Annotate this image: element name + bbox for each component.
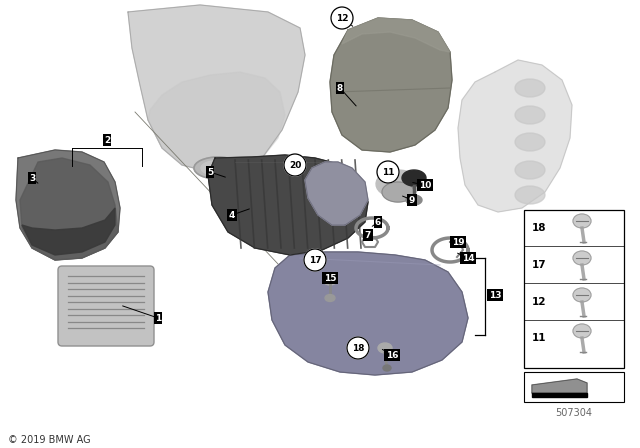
Polygon shape [16, 150, 120, 260]
Polygon shape [532, 379, 587, 393]
Text: 12: 12 [532, 297, 547, 307]
Bar [524, 372, 624, 402]
Ellipse shape [325, 294, 335, 302]
Text: 18: 18 [352, 344, 364, 353]
Ellipse shape [515, 161, 545, 179]
Text: 507304: 507304 [556, 408, 593, 418]
Ellipse shape [201, 160, 235, 176]
Text: 6: 6 [375, 217, 381, 227]
Ellipse shape [573, 251, 591, 265]
Text: 14: 14 [461, 254, 474, 263]
Text: 11: 11 [381, 168, 394, 177]
Polygon shape [458, 60, 572, 212]
Polygon shape [382, 182, 414, 202]
Bar [524, 210, 624, 368]
Text: 1: 1 [155, 314, 161, 323]
Ellipse shape [378, 343, 392, 353]
Ellipse shape [573, 324, 591, 338]
Ellipse shape [323, 275, 337, 285]
Text: 20: 20 [289, 160, 301, 169]
Polygon shape [330, 18, 452, 152]
Ellipse shape [515, 106, 545, 124]
Text: 2: 2 [104, 135, 110, 145]
Text: 10: 10 [419, 181, 431, 190]
Text: 11: 11 [532, 333, 547, 343]
Polygon shape [268, 252, 468, 375]
Polygon shape [532, 393, 587, 397]
Polygon shape [376, 170, 420, 198]
Ellipse shape [515, 186, 545, 204]
FancyBboxPatch shape [58, 266, 154, 346]
Text: 8: 8 [337, 83, 343, 92]
Ellipse shape [573, 214, 591, 228]
Polygon shape [305, 162, 368, 225]
Circle shape [304, 249, 326, 271]
Polygon shape [20, 158, 118, 260]
Polygon shape [148, 72, 285, 172]
Text: 17: 17 [532, 260, 547, 270]
Polygon shape [342, 18, 450, 52]
Circle shape [284, 154, 306, 176]
Circle shape [347, 337, 369, 359]
Text: 4: 4 [229, 211, 235, 220]
Text: 12: 12 [336, 13, 348, 22]
Text: 13: 13 [489, 290, 501, 300]
Text: 18: 18 [532, 223, 547, 233]
Ellipse shape [573, 288, 591, 302]
Polygon shape [402, 170, 426, 186]
Polygon shape [128, 5, 305, 172]
Ellipse shape [515, 133, 545, 151]
Polygon shape [208, 155, 368, 255]
Polygon shape [406, 195, 422, 205]
Text: 15: 15 [324, 273, 336, 283]
Circle shape [377, 161, 399, 183]
Text: 5: 5 [207, 168, 213, 177]
Ellipse shape [194, 157, 242, 179]
Text: 7: 7 [365, 231, 371, 240]
Circle shape [331, 7, 353, 29]
Text: 16: 16 [386, 350, 398, 359]
Ellipse shape [383, 365, 391, 371]
Text: 3: 3 [29, 173, 35, 182]
Text: © 2019 BMW AG: © 2019 BMW AG [8, 435, 91, 445]
Text: 9: 9 [409, 195, 415, 204]
Text: 17: 17 [308, 255, 321, 264]
Text: 19: 19 [452, 237, 464, 246]
Polygon shape [22, 208, 115, 255]
Ellipse shape [515, 79, 545, 97]
